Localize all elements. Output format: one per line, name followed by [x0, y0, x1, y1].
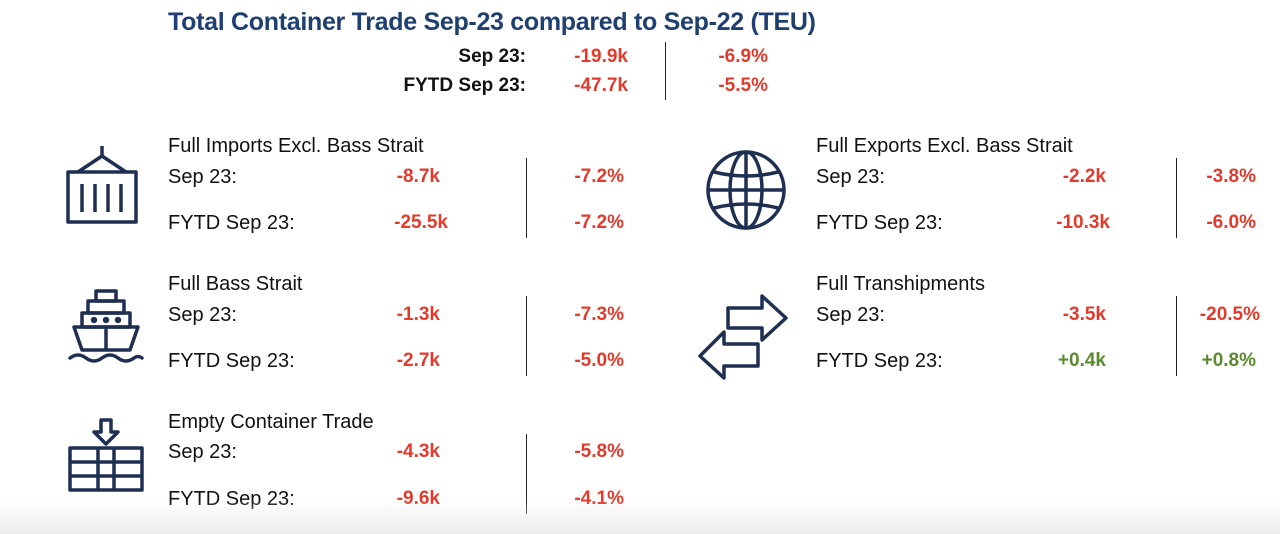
section-title: Full Bass Strait [168, 273, 303, 295]
divider [526, 296, 527, 376]
row-label-month: Sep 23: [816, 304, 885, 326]
row-label-month: Sep 23: [168, 166, 237, 188]
page-title: Total Container Trade Sep-23 compared to… [168, 8, 816, 36]
summary-value-month: -19.9k [574, 46, 628, 67]
summary-divider [665, 42, 666, 100]
summary-value-fytd: -47.7k [574, 75, 628, 96]
pct-fytd: -5.0% [574, 350, 624, 371]
value-month: -2.2k [1062, 166, 1106, 187]
summary-pct-fytd: -5.5% [718, 75, 768, 96]
value-fytd: -10.3k [1056, 212, 1110, 233]
empty-container-icon [66, 418, 146, 494]
pct-fytd: +0.8% [1201, 350, 1256, 371]
value-fytd: +0.4k [1057, 350, 1106, 371]
pct-fytd: -7.2% [574, 212, 624, 233]
divider [526, 434, 527, 514]
exchange-arrows-icon [696, 292, 790, 382]
value-month: -4.3k [396, 441, 440, 462]
pct-month: -5.8% [574, 441, 624, 462]
value-month: -1.3k [396, 304, 440, 325]
globe-icon [704, 148, 788, 232]
pct-month: -7.2% [574, 166, 624, 187]
section-title: Full Exports Excl. Bass Strait [816, 135, 1073, 157]
section-title: Full Imports Excl. Bass Strait [168, 135, 424, 157]
row-label-fytd: FYTD Sep 23: [168, 350, 295, 372]
section-title: Full Transhipments [816, 273, 985, 295]
value-fytd: -25.5k [394, 212, 448, 233]
ship-icon [68, 288, 144, 364]
bottom-edge-shadow [0, 500, 1280, 534]
divider [1176, 158, 1177, 238]
row-label-month: Sep 23: [816, 166, 885, 188]
divider [1176, 296, 1177, 376]
container-crane-icon [64, 144, 140, 228]
pct-month: -20.5% [1199, 304, 1260, 325]
value-month: -3.5k [1062, 304, 1106, 325]
row-label-fytd: FYTD Sep 23: [816, 212, 943, 234]
divider [526, 158, 527, 238]
row-label-fytd: FYTD Sep 23: [168, 212, 295, 234]
value-fytd: -2.7k [396, 350, 440, 371]
row-label-month: Sep 23: [168, 441, 237, 463]
pct-month: -7.3% [574, 304, 624, 325]
value-month: -8.7k [396, 166, 440, 187]
row-label-month: Sep 23: [168, 304, 237, 326]
summary-label-fytd: FYTD Sep 23: [403, 75, 526, 96]
summary-label-month: Sep 23: [458, 46, 526, 67]
section-title: Empty Container Trade [168, 411, 374, 433]
pct-month: -3.8% [1206, 166, 1256, 187]
row-label-fytd: FYTD Sep 23: [816, 350, 943, 372]
summary-pct-month: -6.9% [718, 46, 768, 67]
pct-fytd: -6.0% [1206, 212, 1256, 233]
